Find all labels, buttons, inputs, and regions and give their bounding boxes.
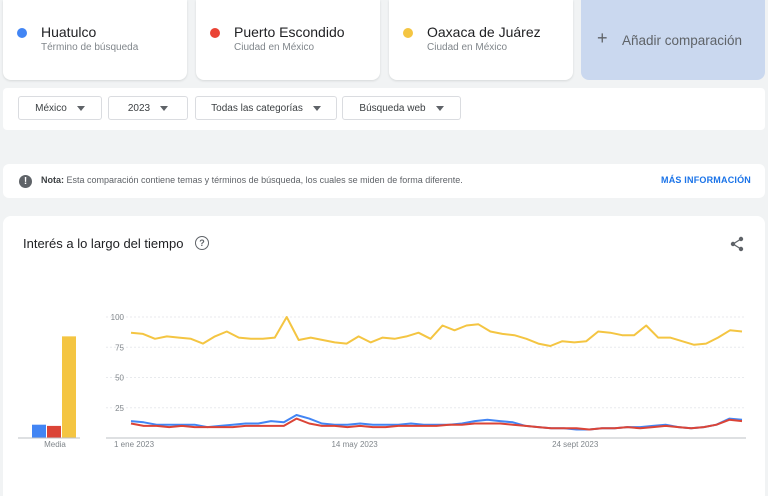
help-icon[interactable]: ? — [195, 236, 209, 250]
more-info-link[interactable]: MÁS INFORMACIÓN — [661, 175, 751, 185]
term-subtitle: Término de búsqueda — [41, 42, 139, 53]
y-tick-label: 25 — [115, 404, 124, 413]
chart-title: Interés a lo largo del tiempo — [23, 236, 184, 251]
series-color-dot — [17, 28, 27, 38]
term-subtitle: Ciudad en México — [427, 42, 508, 53]
filter-label: Búsqueda web — [359, 102, 426, 114]
average-bar — [47, 425, 61, 438]
region-filter[interactable]: México — [18, 96, 102, 120]
filter-label: 2023 — [127, 102, 151, 114]
add-comparison-button[interactable]: + Añadir comparación — [581, 0, 765, 80]
add-comparison-label: Añadir comparación — [622, 33, 743, 48]
series-color-dot — [210, 28, 220, 38]
caret-down-icon — [312, 105, 321, 111]
series-color-dot — [403, 28, 413, 38]
interest-over-time-card: Interés a lo largo del tiempo ? — [3, 216, 765, 496]
x-tick-label: 1 ene 2023 — [114, 440, 155, 449]
note-bar: ! Nota: Esta comparación contiene temas … — [3, 164, 765, 198]
caret-down-icon — [76, 105, 85, 111]
note-body: Esta comparación contiene temas y términ… — [66, 175, 463, 185]
share-icon[interactable] — [729, 236, 745, 252]
average-label: Media — [44, 440, 66, 449]
series-line-puerto-escondido — [130, 417, 743, 431]
filter-bar: México 2023 Todas las categorías Búsqued… — [3, 88, 765, 130]
term-name: Oaxaca de Juárez — [427, 24, 541, 40]
alert-icon: ! — [19, 175, 32, 188]
search-type-filter[interactable]: Búsqueda web — [342, 96, 461, 120]
note-prefix: Nota: — [41, 175, 64, 185]
term-name: Huatulco — [41, 24, 97, 40]
series-line-huatulco — [130, 414, 743, 431]
category-filter[interactable]: Todas las categorías — [195, 96, 337, 120]
y-tick-label: 75 — [115, 343, 124, 352]
x-tick-label: 14 may 2023 — [331, 440, 378, 449]
caret-down-icon — [160, 105, 169, 111]
term-card-puerto-escondido[interactable]: Puerto Escondido Ciudad en México — [196, 0, 380, 80]
x-tick-label: 24 sept 2023 — [552, 440, 599, 449]
note-text: Nota: Esta comparación contiene temas y … — [41, 175, 463, 185]
period-filter[interactable]: 2023 — [108, 96, 188, 120]
plus-icon: + — [597, 28, 608, 48]
average-bar — [32, 424, 46, 438]
term-name: Puerto Escondido — [234, 24, 345, 40]
y-tick-label: 50 — [115, 374, 124, 383]
interest-chart: 100 75 50 25 1 ene 2023 14 may 2023 24 sept 20… — [18, 313, 746, 449]
term-subtitle: Ciudad en México — [234, 42, 315, 53]
series-line-oaxaca-de-ju-rez — [130, 316, 743, 347]
filter-label: México — [35, 102, 67, 114]
y-tick-label: 100 — [111, 313, 125, 322]
caret-down-icon — [435, 105, 444, 111]
average-bar — [62, 336, 76, 438]
term-card-huatulco[interactable]: Huatulco Término de búsqueda — [3, 0, 187, 80]
filter-label: Todas las categorías — [211, 102, 303, 114]
term-card-oaxaca[interactable]: Oaxaca de Juárez Ciudad en México — [389, 0, 573, 80]
